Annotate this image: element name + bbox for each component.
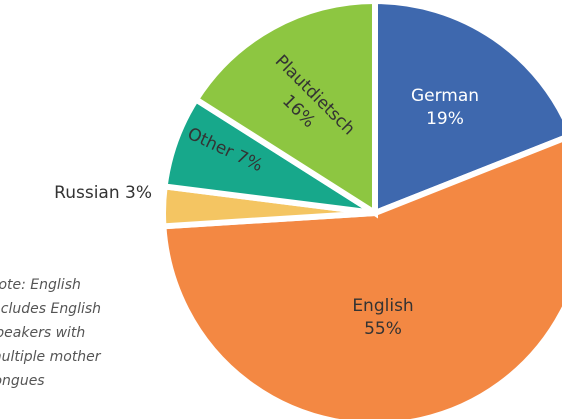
note-line: tongues — [0, 373, 45, 389]
note: Note: English includes English speakers wi… — [0, 277, 102, 389]
pie-slice — [372, 0, 562, 218]
category-label: Russian — [54, 183, 119, 203]
slice-label: English 55% — [352, 296, 413, 339]
pie — [160, 0, 562, 419]
pie-slice — [160, 135, 562, 419]
note-line: multiple mother — [0, 349, 102, 365]
slice-label: Russian 3% — [54, 183, 152, 203]
pie-slice — [191, 0, 378, 219]
note-line: speakers with — [0, 325, 85, 341]
slice-label: German 19% — [411, 86, 479, 129]
value-label: 3% — [125, 183, 152, 203]
category-label: German — [411, 86, 479, 106]
category-label: English — [352, 296, 413, 316]
value-label: 55% — [364, 319, 402, 339]
slice-label-text: Russian 3% — [54, 183, 152, 203]
value-label: 19% — [426, 109, 464, 129]
note-line: Note: English — [0, 277, 81, 293]
note-line: includes English — [0, 301, 101, 317]
